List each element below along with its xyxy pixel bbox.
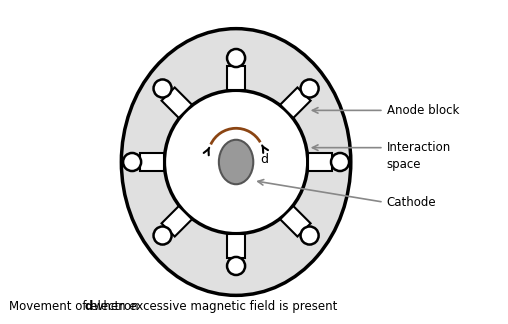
Polygon shape: [280, 87, 310, 118]
Circle shape: [153, 79, 172, 98]
Circle shape: [301, 226, 319, 245]
Ellipse shape: [219, 140, 253, 184]
Circle shape: [165, 90, 308, 234]
Circle shape: [153, 226, 172, 245]
Polygon shape: [162, 87, 192, 118]
Text: Cathode: Cathode: [387, 196, 436, 209]
Polygon shape: [227, 234, 245, 258]
Text: Interaction: Interaction: [387, 141, 451, 154]
Polygon shape: [140, 153, 165, 171]
Polygon shape: [227, 66, 245, 90]
Ellipse shape: [121, 29, 351, 295]
Text: Anode block: Anode block: [387, 104, 459, 117]
Text: when excessive magnetic field is present: when excessive magnetic field is present: [90, 300, 338, 313]
Circle shape: [227, 257, 245, 275]
Polygon shape: [280, 206, 310, 237]
Polygon shape: [162, 206, 192, 237]
Circle shape: [331, 153, 349, 171]
Circle shape: [227, 49, 245, 67]
Text: d: d: [84, 300, 92, 313]
Text: space: space: [387, 158, 421, 171]
Text: d: d: [261, 153, 268, 166]
Circle shape: [301, 79, 319, 98]
Circle shape: [123, 153, 141, 171]
Polygon shape: [308, 153, 332, 171]
Text: Movement of electron: Movement of electron: [9, 300, 143, 313]
